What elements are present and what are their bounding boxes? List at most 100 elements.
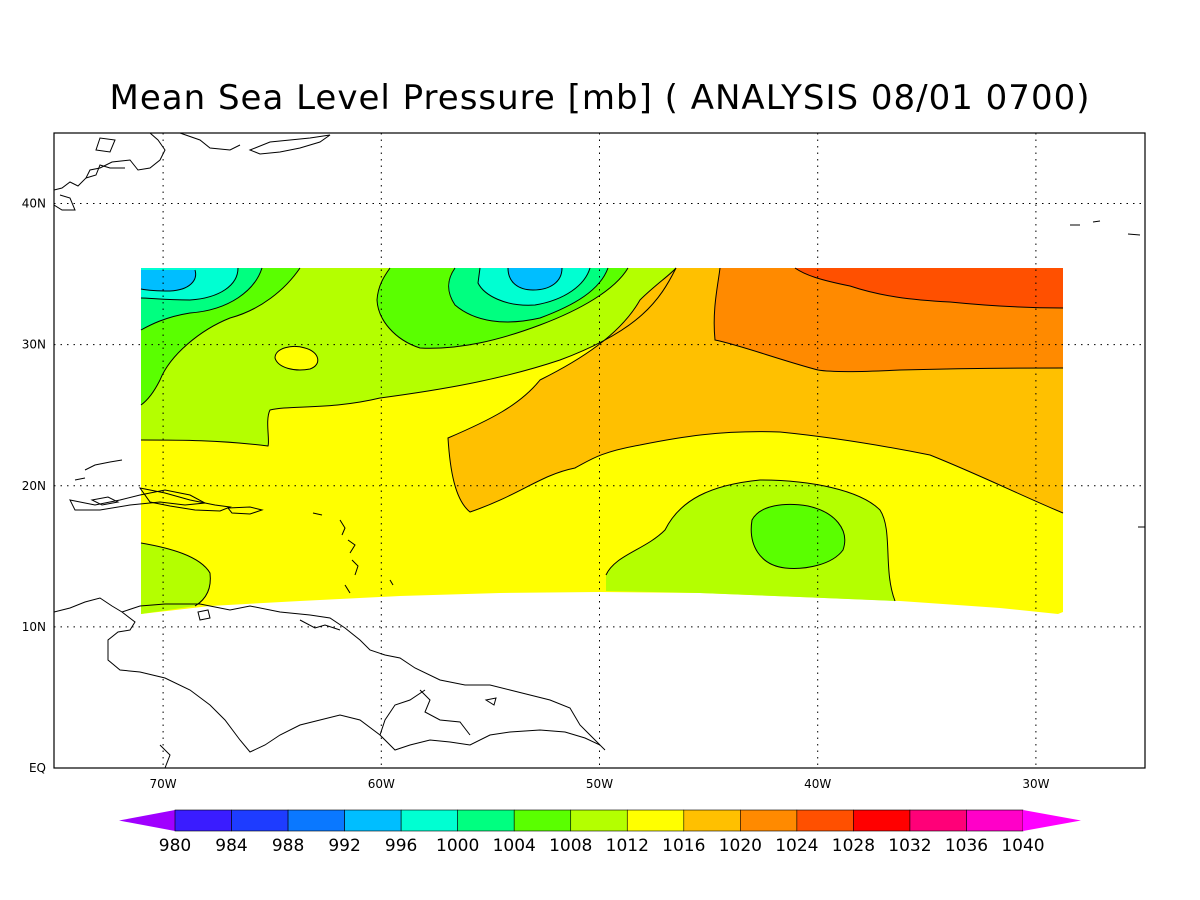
pressure-field [141,268,1063,614]
colorbar-swatch [400,809,458,832]
coastline-cape-verde-3 [1127,233,1141,236]
colorbar-label: 1016 [662,836,705,856]
y-tick-label: 20N [22,479,46,493]
colorbar-label: 1008 [549,836,592,856]
colorbar-label: 1028 [832,836,875,856]
contour-line [794,267,1064,309]
colorbar-label: 1004 [493,836,536,856]
contour-fill-1004-s [751,504,845,569]
contour-line [605,479,896,602]
contour-line [140,542,211,607]
contour-fill-1008-sw [141,543,211,614]
coastline-isle [484,697,497,706]
contour-fill-1024 [795,268,1063,308]
coastline-cape-verde-2 [1092,220,1101,223]
contour-line [713,267,1064,372]
coastline-puerto-rico [226,506,264,515]
y-tick-label: EQ [29,761,46,775]
colorbar-label: 1024 [775,836,818,856]
colorbar-label: 984 [215,836,247,856]
colorbar-label: 1036 [945,836,988,856]
contour-line [447,267,1064,514]
map-frame [53,132,1146,769]
x-tick-label: 40W [804,777,831,791]
colorbar-label: 988 [272,836,304,856]
y-tick-label: 10N [22,620,46,634]
colorbar-arrow-low [119,810,175,831]
contour-line [477,267,591,306]
coastline-lesser-antilles-3 [347,539,356,554]
contour-fill-992-nw [141,270,196,291]
contour-line [140,269,197,292]
colorbar-swatch [287,809,345,832]
coastline-north-america-inland [85,164,125,179]
colorbar-swatch [570,809,628,832]
colorbar [119,809,1081,832]
contour-lines [140,267,1064,607]
coastline-north-america [54,133,166,191]
y-tick-labels: EQ 10N 20N 30N 40N [22,197,46,775]
coastline-nova-scotia [248,134,331,155]
x-tick-label: 50W [586,777,613,791]
colorbar-label: 1012 [606,836,649,856]
coastlines [54,133,1145,768]
colorbar-swatch [796,809,854,832]
contour-line [274,345,319,371]
x-tick-label: 70W [150,777,177,791]
colorbar-swatch [344,809,402,832]
contour-line [140,267,263,331]
coastline-guiana-rivers [419,689,471,736]
coastline-north-shore [179,133,241,151]
coastline-south-america-north [121,603,601,746]
colorbar-label: 1040 [1001,836,1044,856]
coastline-bahamas-2 [74,477,86,481]
y-tick-label: 40N [22,197,46,211]
contour-line [140,267,677,447]
colorbar-swatch [909,809,967,832]
coastline-lesser-antilles-1 [312,512,323,516]
x-tick-labels: 70W 60W 50W 40W 30W [150,777,1050,791]
x-tick-label: 60W [368,777,395,791]
coastline-lesser-antilles-4 [351,559,359,576]
coastline-south-america [54,597,606,753]
colorbar-swatch [683,809,741,832]
coastline-jamaica [90,496,120,506]
colorbar-label: 1000 [436,836,479,856]
colorbar-swatch [513,809,572,832]
colorbar-swatch [174,809,232,832]
coastline-lake-maracaibo [197,609,211,621]
map-title: Mean Sea Level Pressure [mb] ( ANALYSIS … [109,78,1091,118]
colorbar-label: 1032 [888,836,931,856]
contour-line [750,503,846,569]
colorbar-swatch [740,809,798,832]
colorbar-labels: 980 984 988 992 996 1000 1004 1008 1012 1016 1020 1… [159,836,1045,856]
coastline-florida [54,194,76,211]
coastline-lesser-antilles-2 [339,519,346,536]
coastline-hispaniola [138,487,232,512]
coastline-equator-coast [159,744,171,768]
colorbar-swatch [966,809,1024,832]
colorbar-label: 980 [159,836,191,856]
coastline-bahamas [84,459,123,471]
contour-fill-1012-bubble [275,346,318,370]
y-tick-label: 30N [22,338,46,352]
contour-fill-1008-s [606,480,895,601]
colorbar-label: 1020 [719,836,762,856]
colorbar-swatch [626,809,685,832]
coastline-orinoco [299,619,341,631]
colorbar-label: 992 [328,836,360,856]
contour-line [140,267,239,301]
contour-fill-992-n [508,268,562,290]
colorbar-swatch [457,809,515,832]
coastline-north-america-lakes [95,137,116,153]
coastline-lesser-antilles-6 [389,579,394,586]
colorbar-swatch [231,809,289,832]
contour-line [507,267,563,291]
colorbar-label: 996 [385,836,417,856]
contour-line [448,267,609,323]
x-tick-label: 30W [1022,777,1049,791]
colorbar-swatch [853,809,911,832]
colorbar-arrow-high [1023,810,1081,831]
coastline-amazon [379,689,426,736]
